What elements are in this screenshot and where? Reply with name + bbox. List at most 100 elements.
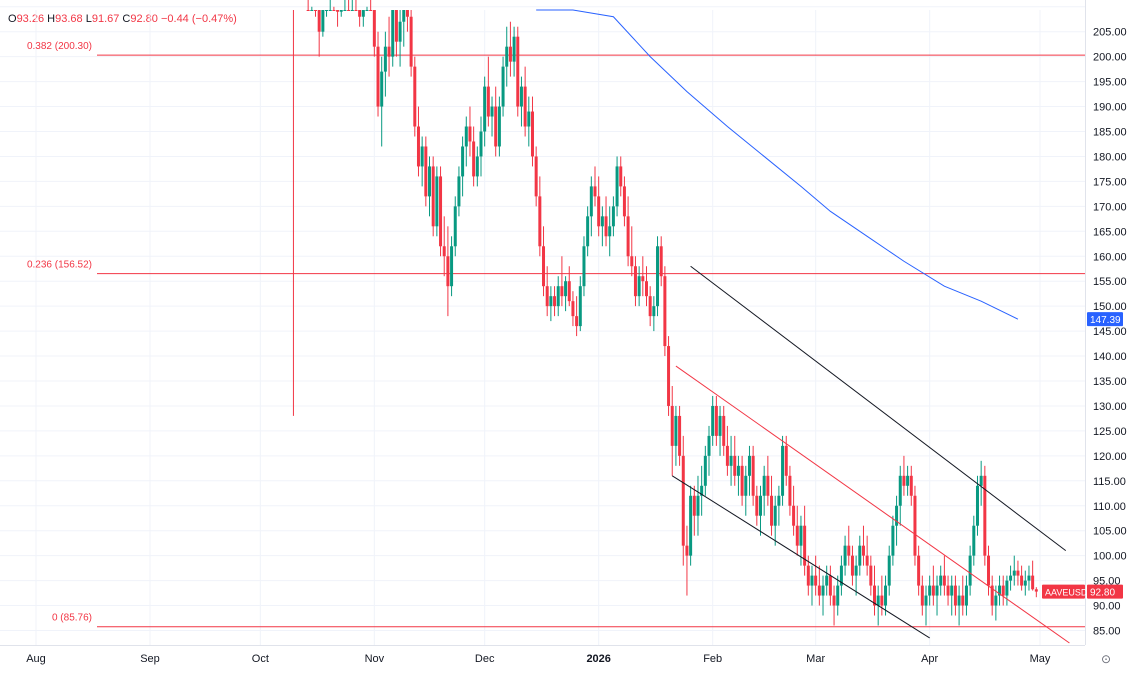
candle-body [461, 146, 465, 177]
candle-body [1001, 585, 1005, 596]
axis-settings-icon[interactable]: ⊙ [1100, 652, 1112, 666]
candle-body [659, 246, 663, 277]
candle-body [942, 575, 946, 586]
candle-body [656, 246, 660, 307]
candle-body [696, 495, 700, 516]
candle-body [545, 286, 549, 307]
y-tick-label: 150.00 [1093, 301, 1127, 313]
candle-body [479, 131, 483, 157]
candle-body [347, 10, 351, 11]
candle-body [806, 565, 810, 586]
candle-body [998, 585, 1002, 596]
candle-body [512, 36, 516, 62]
x-tick-label: Sep [140, 653, 160, 665]
fib-levels: 0.382 (200.30) 0.236 (156.52) 0 (85.76) [27, 41, 1085, 628]
candle-body [306, 10, 310, 11]
candle-body [990, 585, 994, 606]
candle-body [387, 46, 391, 57]
moving-average [536, 9, 1019, 320]
candle-body [968, 555, 972, 586]
candle-body [817, 585, 821, 596]
ma-line [536, 9, 1019, 320]
candle-body [446, 256, 450, 287]
y-tick-label: 105.00 [1093, 526, 1127, 538]
y-tick-label: 200.00 [1093, 52, 1127, 64]
candle-body [450, 246, 454, 287]
candle-body [792, 505, 796, 526]
y-axis: 85.0090.0095.00100.00105.00110.00115.001… [1085, 0, 1127, 645]
candle-body [810, 575, 814, 586]
candle-body [788, 475, 792, 506]
candle-body [527, 111, 531, 127]
candle-body [600, 216, 604, 227]
candle-body [685, 545, 689, 556]
candle-body [722, 415, 726, 446]
candle-body [839, 565, 843, 586]
candle-body [703, 455, 707, 486]
candle-body [770, 495, 774, 526]
candle-body [946, 585, 950, 596]
candle-body [361, 10, 365, 17]
candle-body [994, 595, 998, 606]
candle-body [402, 10, 406, 22]
candle-body [964, 585, 968, 606]
candle-body [1020, 575, 1024, 586]
candle-body [398, 21, 402, 42]
candle-body [906, 475, 910, 486]
candle-body [358, 10, 362, 17]
candle-body [457, 176, 461, 207]
candle-body [409, 16, 413, 67]
candle-body [858, 545, 862, 566]
x-tick-label: Nov [365, 653, 385, 665]
candle-body [917, 555, 921, 586]
candle-body [530, 111, 534, 157]
candle-body [641, 276, 645, 282]
candle-body [909, 475, 913, 496]
candle-body [803, 525, 807, 566]
candle-body [700, 485, 704, 496]
symbol-tag [1042, 584, 1085, 599]
y-tick-label: 170.00 [1093, 201, 1127, 213]
candle-body [523, 86, 527, 127]
x-tick-label: May [1030, 653, 1051, 665]
open-label: O [8, 13, 17, 25]
low-value: 91.67 [91, 13, 120, 25]
candle-body [854, 565, 858, 576]
change-percent: (−0.47%) [191, 13, 237, 25]
candle-body [784, 445, 788, 476]
candle-body [1016, 570, 1020, 576]
channel-lower-line [671, 475, 930, 639]
y-tick-label: 160.00 [1093, 251, 1127, 263]
candle-body [884, 585, 888, 606]
candle-body [689, 495, 693, 556]
candle-body [464, 126, 468, 147]
candle-body [343, 10, 347, 11]
y-tick-label: 135.00 [1093, 376, 1127, 388]
candle-body [350, 10, 354, 11]
candle-body [328, 10, 332, 11]
candle-body [372, 10, 376, 47]
candle-body [608, 226, 612, 237]
candle-body [534, 156, 538, 197]
candle-body [828, 575, 832, 596]
candle-body [718, 415, 722, 436]
y-tick-label: 165.00 [1093, 226, 1127, 238]
candle-body [975, 485, 979, 526]
candle-body [920, 585, 924, 606]
candle-body [865, 555, 869, 566]
y-tick-label: 130.00 [1093, 401, 1127, 413]
candle-body [707, 435, 711, 456]
y-tick-label: 90.00 [1093, 601, 1121, 613]
y-tick-label: 85.00 [1093, 626, 1121, 638]
change-value: −0.44 [160, 13, 189, 25]
candle-body [648, 296, 652, 317]
candle-body [376, 46, 380, 107]
y-tick-label: 190.00 [1093, 102, 1127, 114]
candle-body [843, 545, 847, 566]
candle-body [332, 10, 336, 11]
candle-body [597, 196, 601, 227]
ohlc-legend: O93.26 H93.68 L91.67 C92.80 −0.44 (−0.47… [8, 13, 237, 25]
candle-body [898, 475, 902, 506]
candle-body [619, 166, 623, 187]
